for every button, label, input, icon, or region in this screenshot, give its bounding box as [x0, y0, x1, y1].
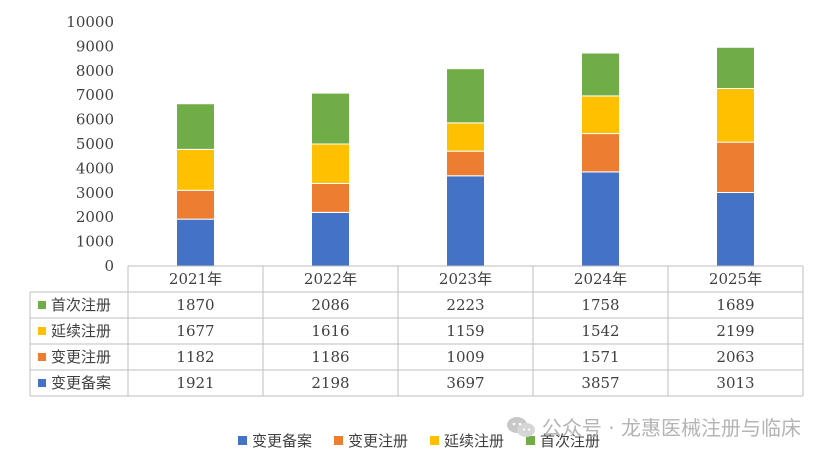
table-series-label: 首次注册 — [51, 296, 111, 314]
table-value: 1689 — [716, 296, 754, 314]
legend-swatch — [238, 436, 247, 445]
bar-segment — [311, 143, 350, 184]
category-label: 2025年 — [709, 270, 762, 288]
category-label: 2021年 — [169, 270, 222, 288]
y-tick-label: 1000 — [76, 233, 114, 251]
table-value: 3857 — [581, 374, 619, 392]
legend-label: 变更注册 — [348, 432, 408, 450]
legend-label: 延续注册 — [444, 432, 504, 450]
bar-segment — [176, 103, 215, 150]
bars — [176, 46, 755, 267]
table-value: 1159 — [446, 322, 484, 340]
bar-segment — [716, 141, 755, 193]
bar-segment — [716, 46, 755, 89]
table-series-label: 变更注册 — [51, 348, 111, 366]
bar-segment — [581, 171, 620, 267]
table-value: 2063 — [716, 348, 754, 366]
bar-segment — [446, 175, 485, 267]
y-tick-label: 9000 — [76, 37, 114, 55]
legend-label: 变更备案 — [252, 432, 312, 450]
category-label: 2023年 — [439, 270, 492, 288]
table-value: 1542 — [581, 322, 619, 340]
bar-segment — [581, 133, 620, 173]
table-value: 1009 — [446, 348, 484, 366]
y-tick-label: 4000 — [76, 159, 114, 177]
y-tick-label: 2000 — [76, 208, 114, 226]
table-value: 1186 — [311, 348, 349, 366]
table-value: 2223 — [446, 296, 484, 314]
y-axis: 0 1000 2000 3000 4000 5000 6000 7000 8000 9000 100… — [66, 13, 114, 275]
table-legend-swatch — [38, 353, 46, 361]
legend-swatch — [526, 436, 535, 445]
legend-swatch — [334, 436, 343, 445]
table-value: 1921 — [176, 374, 214, 392]
y-tick-label: 10000 — [66, 13, 114, 31]
table-value: 1677 — [176, 322, 214, 340]
legend-label: 首次注册 — [540, 432, 600, 450]
table-value: 1182 — [176, 348, 214, 366]
bar-segment — [176, 148, 215, 191]
bar-segment — [716, 87, 755, 143]
table-value: 1571 — [581, 348, 619, 366]
y-tick-label: 6000 — [76, 111, 114, 129]
legend-swatch — [430, 436, 439, 445]
bar-segment — [176, 218, 215, 267]
table-value: 1870 — [176, 296, 214, 314]
bar-segment — [446, 122, 485, 152]
y-tick-label: 0 — [104, 257, 114, 275]
watermark: 公众号 · 龙惠医械注册与临床 — [506, 412, 801, 441]
table-value: 2198 — [311, 374, 349, 392]
table-value: 3013 — [716, 374, 754, 392]
y-tick-label: 7000 — [76, 86, 114, 104]
wechat-icon — [506, 416, 535, 437]
table-value: 3697 — [446, 374, 484, 392]
y-tick-label: 8000 — [76, 62, 114, 80]
bar-segment — [581, 95, 620, 135]
bar-segment — [311, 211, 350, 267]
watermark-text: 公众号 · 龙惠医械注册与临床 — [541, 416, 801, 440]
bar-segment — [446, 150, 485, 177]
table-legend-swatch — [38, 301, 46, 309]
bar-segment — [176, 189, 215, 220]
table-value: 1758 — [581, 296, 619, 314]
table-series-label: 延续注册 — [51, 322, 111, 340]
table-value: 2086 — [311, 296, 349, 314]
table-value: 2199 — [716, 322, 754, 340]
category-label: 2024年 — [574, 270, 627, 288]
bar-segment — [311, 182, 350, 213]
table-series-label: 变更备案 — [51, 374, 111, 392]
table-legend-swatch — [38, 379, 46, 387]
y-tick-label: 3000 — [76, 184, 114, 202]
legend: 变更备案 变更注册 延续注册 首次注册 — [238, 432, 600, 450]
bar-segment — [581, 52, 620, 97]
bar-segment — [311, 92, 350, 145]
category-label: 2022年 — [304, 270, 357, 288]
table-value: 1616 — [311, 322, 349, 340]
y-tick-label: 5000 — [76, 135, 114, 153]
table-legend-swatch — [38, 327, 46, 335]
bar-segment — [716, 191, 755, 267]
bar-segment — [446, 68, 485, 124]
